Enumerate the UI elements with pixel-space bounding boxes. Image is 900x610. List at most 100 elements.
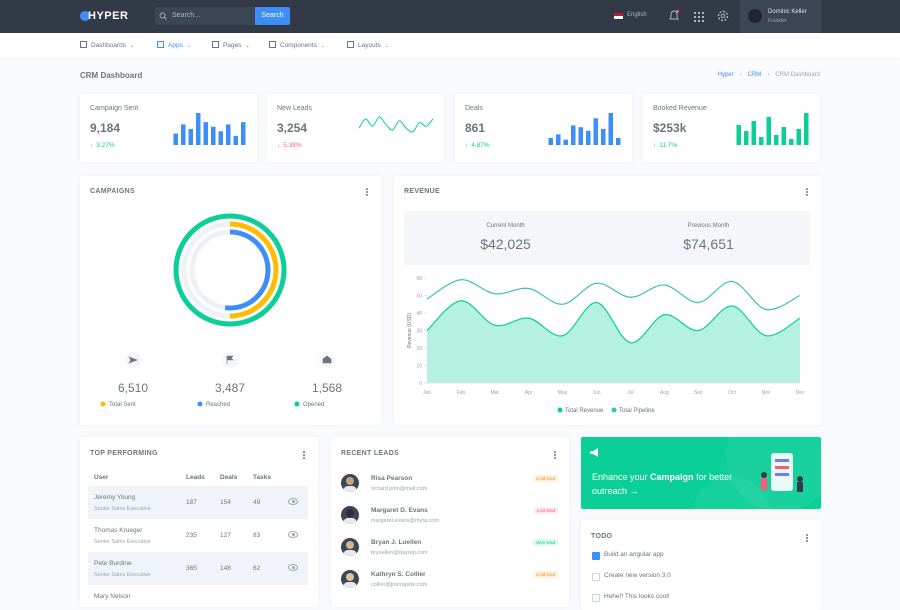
previous-month-value: $74,651: [683, 236, 734, 252]
avatar: [341, 570, 359, 588]
spark-bar: [804, 113, 809, 145]
pipeline-line: [426, 279, 801, 311]
spark-bar: [181, 124, 186, 145]
card-title: TOP PERFORMING: [90, 450, 158, 457]
area-line: [426, 300, 801, 344]
spark-bar: [796, 129, 801, 145]
breadcrumb-item[interactable]: Hyper: [717, 72, 734, 78]
current-month-label: Current Month: [486, 223, 525, 229]
campaigns-card: CAMPAIGNS 6,510 Total Sent 3,487 Reached 1,5…: [80, 176, 381, 425]
nav-item[interactable]: Apps ⌄: [157, 41, 191, 49]
user-role: Senior Sales Executive: [94, 572, 151, 578]
spark-bar: [744, 131, 749, 145]
table-row: Mary Nelson: [88, 585, 308, 607]
spark-bar: [751, 121, 756, 145]
lead-name: Kathryn S. Collier: [371, 571, 426, 578]
view-button[interactable]: [288, 498, 298, 505]
lead-status: Cold lead: [532, 571, 558, 578]
nav-caret: ⌄: [245, 43, 250, 49]
nav-item[interactable]: Dashboards ⌄: [80, 41, 134, 49]
apps-icon[interactable]: [694, 12, 704, 22]
logo[interactable]: HYPER: [88, 10, 129, 22]
x-tick-label: Oct: [728, 390, 736, 396]
page-title: CRM Dashboard: [80, 71, 143, 80]
spark-bar: [211, 126, 216, 145]
x-tick-label: May: [558, 390, 568, 396]
card-title: CAMPAIGNS: [90, 188, 135, 195]
bell-icon[interactable]: [668, 9, 680, 23]
sparkline: [173, 113, 246, 145]
todo-checkbox[interactable]: [592, 573, 600, 581]
language[interactable]: English: [627, 12, 647, 18]
search-button[interactable]: Search: [255, 7, 290, 25]
stat-value: $253k: [653, 121, 687, 135]
spark-bar: [226, 124, 231, 145]
cell-leads: 235: [186, 532, 197, 539]
nav-label: Layouts: [358, 42, 381, 49]
nav-item[interactable]: Pages ⌄: [212, 41, 250, 49]
top-performing-card: TOP PERFORMING User Leads Deals Tasks Jeremy…: [80, 437, 318, 607]
nav-item[interactable]: Layouts ⌄: [347, 41, 389, 49]
todo-checkbox[interactable]: [592, 552, 600, 560]
lead-email: bryuellen@dayrep.com: [371, 550, 428, 556]
breadcrumb-separator: ›: [767, 72, 770, 78]
promo-highlight: Campaign: [650, 472, 694, 482]
user-name: Thomas Krueger: [94, 527, 143, 534]
spark-bar: [766, 117, 771, 145]
metric-value: 6,510: [118, 381, 148, 395]
card-menu[interactable]: [303, 451, 306, 460]
sparkline: [359, 116, 434, 133]
stat-label: Booked Revenue: [653, 105, 707, 112]
spark-bar: [233, 135, 238, 145]
avatar-face: [346, 573, 354, 581]
view-button[interactable]: [288, 531, 298, 538]
card-menu[interactable]: [806, 188, 809, 197]
lead-status: Lost lead: [533, 507, 558, 514]
promo-card[interactable]: Enhance your Campaign for better outreac…: [581, 437, 821, 509]
cell-deals: 154: [220, 499, 231, 506]
previous-month-label: Previous Month: [687, 223, 730, 229]
user-menu[interactable]: Dominic Keller Founder: [740, 0, 821, 33]
nav-icon: [347, 41, 354, 48]
spark-bar: [173, 133, 178, 145]
revenue-chart: 0 10 20 30 40 50 60 Revenue (USD) Jan Feb Mar Apr Ma…: [407, 276, 805, 414]
topbar: HYPER Search... Search English Dominic K…: [0, 0, 900, 33]
eye-pupil: [291, 500, 295, 503]
lead-email: collier@jourrapide.com: [371, 582, 428, 588]
search-box[interactable]: Search...: [155, 7, 255, 25]
eye-pupil: [291, 566, 295, 569]
card-menu[interactable]: [366, 188, 369, 197]
user-name: Pete Burdine: [94, 560, 132, 567]
settings-icon[interactable]: [717, 10, 729, 22]
card-menu[interactable]: [554, 451, 557, 460]
card-title: TODO: [591, 533, 613, 540]
lead-name: Margaret D. Evans: [371, 507, 428, 514]
nav-caret: ⌄: [186, 43, 192, 49]
avatar-body: [343, 550, 357, 556]
nav-caret: ⌄: [320, 43, 326, 49]
x-tick-label: Apr: [525, 390, 533, 396]
x-tick-label: Feb: [457, 390, 466, 396]
nav-item[interactable]: Components ⌄: [269, 41, 325, 49]
stat-change: ↑ 11.7%: [653, 142, 677, 149]
todo-checkbox[interactable]: [592, 594, 600, 602]
eye-pupil: [291, 533, 295, 536]
spark-bar: [601, 129, 606, 145]
legend-dot: [100, 401, 106, 407]
spark-bar: [578, 127, 583, 145]
spark-bar: [556, 134, 561, 145]
search-placeholder: Search...: [172, 12, 201, 19]
view-button[interactable]: [288, 564, 298, 571]
spark-bar: [196, 113, 201, 145]
search-icon: [159, 12, 167, 20]
breadcrumb-item[interactable]: CRM: [747, 72, 762, 78]
nav-label: Apps: [168, 42, 183, 49]
x-tick-label: Sep: [694, 390, 703, 396]
avatar: [341, 506, 359, 524]
cell-leads: 365: [186, 565, 197, 572]
x-tick-label: Aug: [660, 390, 669, 396]
change-value: 3.27%: [96, 142, 115, 149]
card-menu[interactable]: [806, 534, 809, 543]
stat-label: New Leads: [277, 105, 313, 112]
lead-name: Bryan J. Luellen: [371, 539, 422, 546]
